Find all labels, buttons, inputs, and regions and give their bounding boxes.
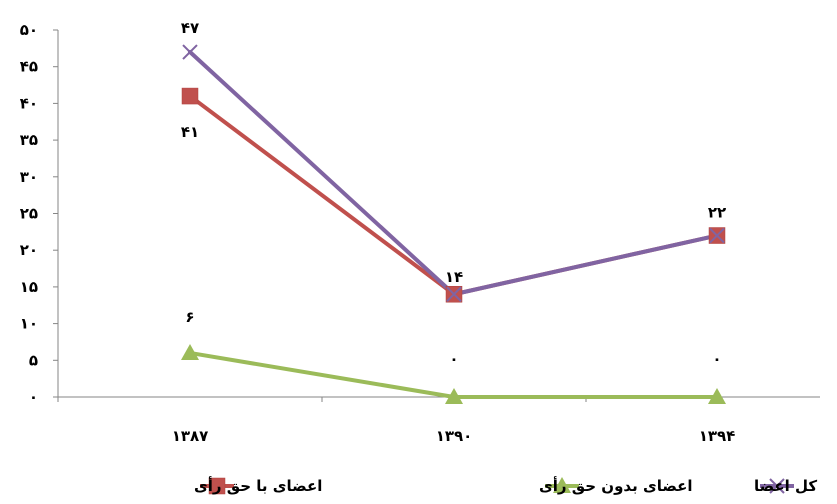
data-label: ۴۷ [181, 19, 199, 37]
series-lines [188, 50, 719, 399]
legend-label: اعضای بدون حق رأی [539, 476, 693, 495]
y-tick-label: ۲۵ [20, 205, 38, 223]
legend-item: اعضای بدون حق رأی [539, 476, 693, 495]
data-label: ۴۱ [181, 123, 199, 141]
marker-x-stroke [182, 44, 198, 60]
data-labels: ۴۱ ۶ ۰ ۰ ۴۷ ۱۴ ۲۲ [181, 19, 726, 368]
y-axis-tick-labels: ۰ ۵ ۱۰ ۱۵ ۲۰ ۲۵ ۳۰ ۳۵ ۴۰ ۴۵ ۵۰ [20, 21, 38, 406]
legend-item: اعضای با حق رأی [194, 476, 322, 495]
x-tick-label: ۱۳۸۷ [172, 427, 209, 445]
y-tick-label: ۰ [29, 388, 38, 406]
legend-label: کل اعضا [754, 477, 817, 495]
y-tick-label: ۱۵ [20, 278, 38, 296]
series-markers [181, 44, 726, 404]
y-tick-label: ۴۰ [20, 94, 38, 112]
series-line [188, 50, 719, 297]
data-label: ۶ [185, 308, 194, 326]
data-point-marker [708, 388, 726, 404]
x-axis-tick-labels: ۱۳۸۷ ۱۳۹۰ ۱۳۹۴ [172, 427, 736, 445]
data-point-marker [181, 343, 199, 360]
y-tick-label: ۴۵ [20, 58, 38, 76]
data-point-marker [446, 286, 462, 302]
legend-label: اعضای با حق رأی [194, 476, 322, 495]
data-label: ۱۴ [445, 268, 463, 286]
y-tick-label: ۵ [29, 351, 38, 369]
legend-swatch-marker [553, 477, 571, 493]
y-tick-label: ۵۰ [20, 21, 38, 39]
data-point-marker [181, 87, 199, 105]
data-point-marker [182, 44, 198, 60]
y-tick-label: ۳۵ [20, 131, 38, 149]
marker-x-stroke [769, 478, 785, 494]
data-label: ۰ [449, 350, 458, 368]
y-tick-label: ۱۰ [20, 315, 38, 333]
marker-x-stroke [446, 286, 462, 302]
data-label: ۰ [712, 350, 721, 368]
legend-swatch-marker [769, 478, 785, 494]
marker-x-stroke [709, 227, 725, 244]
legend: کل اعضا اعضای بدون حق رأی اعضای با حق رأی [194, 476, 817, 495]
x-tick-label: ۱۳۹۴ [699, 427, 736, 445]
legend-swatch-marker [208, 477, 226, 495]
y-tick-label: ۳۰ [20, 168, 38, 186]
y-tick-label: ۲۰ [20, 241, 38, 259]
x-tick-label: ۱۳۹۰ [436, 427, 473, 445]
data-point-marker [445, 388, 463, 404]
data-point-marker [709, 227, 725, 244]
legend-item: کل اعضا [754, 477, 817, 495]
data-label: ۲۲ [708, 204, 726, 222]
